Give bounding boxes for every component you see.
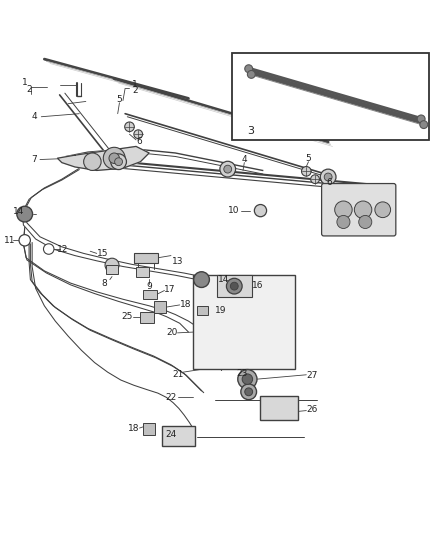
Text: 22: 22: [166, 393, 177, 402]
Circle shape: [420, 120, 427, 128]
Circle shape: [134, 130, 143, 139]
Circle shape: [359, 215, 372, 229]
Circle shape: [43, 244, 54, 254]
Text: 3: 3: [247, 126, 254, 136]
Text: 11: 11: [4, 236, 15, 245]
Text: 24: 24: [166, 430, 177, 439]
Circle shape: [324, 173, 332, 181]
Text: 5: 5: [117, 95, 122, 104]
Bar: [217, 275, 252, 297]
Circle shape: [115, 158, 123, 166]
Text: 16: 16: [252, 281, 263, 290]
Bar: [193, 275, 295, 369]
Circle shape: [301, 166, 311, 176]
Text: 10: 10: [228, 206, 239, 215]
Text: 21: 21: [172, 370, 184, 379]
Text: 18: 18: [180, 301, 191, 310]
Text: 5: 5: [306, 154, 311, 163]
Circle shape: [220, 161, 236, 177]
Circle shape: [245, 65, 253, 72]
Bar: [232, 53, 428, 140]
Circle shape: [320, 169, 336, 185]
Text: 18: 18: [128, 424, 140, 433]
Circle shape: [311, 175, 319, 183]
Text: 6: 6: [137, 136, 142, 146]
Bar: [162, 426, 195, 446]
Circle shape: [417, 115, 425, 123]
Bar: [261, 396, 297, 420]
Bar: [143, 289, 156, 299]
Circle shape: [19, 235, 30, 246]
Circle shape: [238, 369, 257, 389]
Text: 2: 2: [26, 85, 32, 94]
Circle shape: [224, 165, 232, 173]
Circle shape: [254, 205, 267, 217]
Text: 25: 25: [122, 312, 133, 321]
Circle shape: [109, 153, 120, 164]
Text: 20: 20: [166, 328, 178, 337]
Bar: [197, 306, 208, 316]
Circle shape: [194, 272, 209, 287]
Text: 7: 7: [31, 155, 37, 164]
Text: 26: 26: [307, 405, 318, 414]
Text: 1: 1: [132, 80, 138, 89]
Text: 12: 12: [57, 245, 69, 254]
Text: 27: 27: [307, 371, 318, 380]
Circle shape: [84, 153, 101, 171]
Circle shape: [242, 374, 253, 384]
Bar: [134, 253, 158, 263]
Bar: [154, 301, 166, 313]
Bar: [141, 312, 153, 323]
Circle shape: [245, 388, 253, 395]
Circle shape: [226, 278, 242, 294]
FancyBboxPatch shape: [321, 183, 396, 236]
Text: 14: 14: [12, 207, 24, 216]
Circle shape: [247, 70, 255, 78]
Circle shape: [375, 202, 391, 217]
Text: 15: 15: [97, 249, 108, 258]
Circle shape: [125, 122, 134, 132]
Text: 1: 1: [22, 78, 28, 87]
Circle shape: [111, 154, 127, 169]
Text: 17: 17: [164, 285, 176, 294]
Circle shape: [103, 147, 125, 169]
Text: 9: 9: [146, 281, 152, 290]
Text: 2: 2: [132, 86, 138, 95]
Text: 6: 6: [326, 177, 332, 187]
Bar: [143, 423, 155, 435]
Circle shape: [335, 201, 352, 219]
Text: 19: 19: [215, 305, 226, 314]
Polygon shape: [57, 147, 149, 171]
Circle shape: [241, 384, 257, 400]
Text: 14: 14: [218, 275, 229, 284]
Circle shape: [337, 215, 350, 229]
Text: 23: 23: [236, 369, 247, 378]
Bar: [106, 265, 118, 274]
Circle shape: [17, 206, 32, 222]
Text: 4: 4: [32, 112, 38, 121]
Circle shape: [354, 201, 372, 219]
Bar: [136, 266, 149, 277]
Text: 13: 13: [172, 257, 183, 266]
Text: 8: 8: [102, 279, 107, 288]
Circle shape: [105, 258, 119, 272]
Circle shape: [230, 282, 238, 290]
Text: 4: 4: [241, 155, 247, 164]
